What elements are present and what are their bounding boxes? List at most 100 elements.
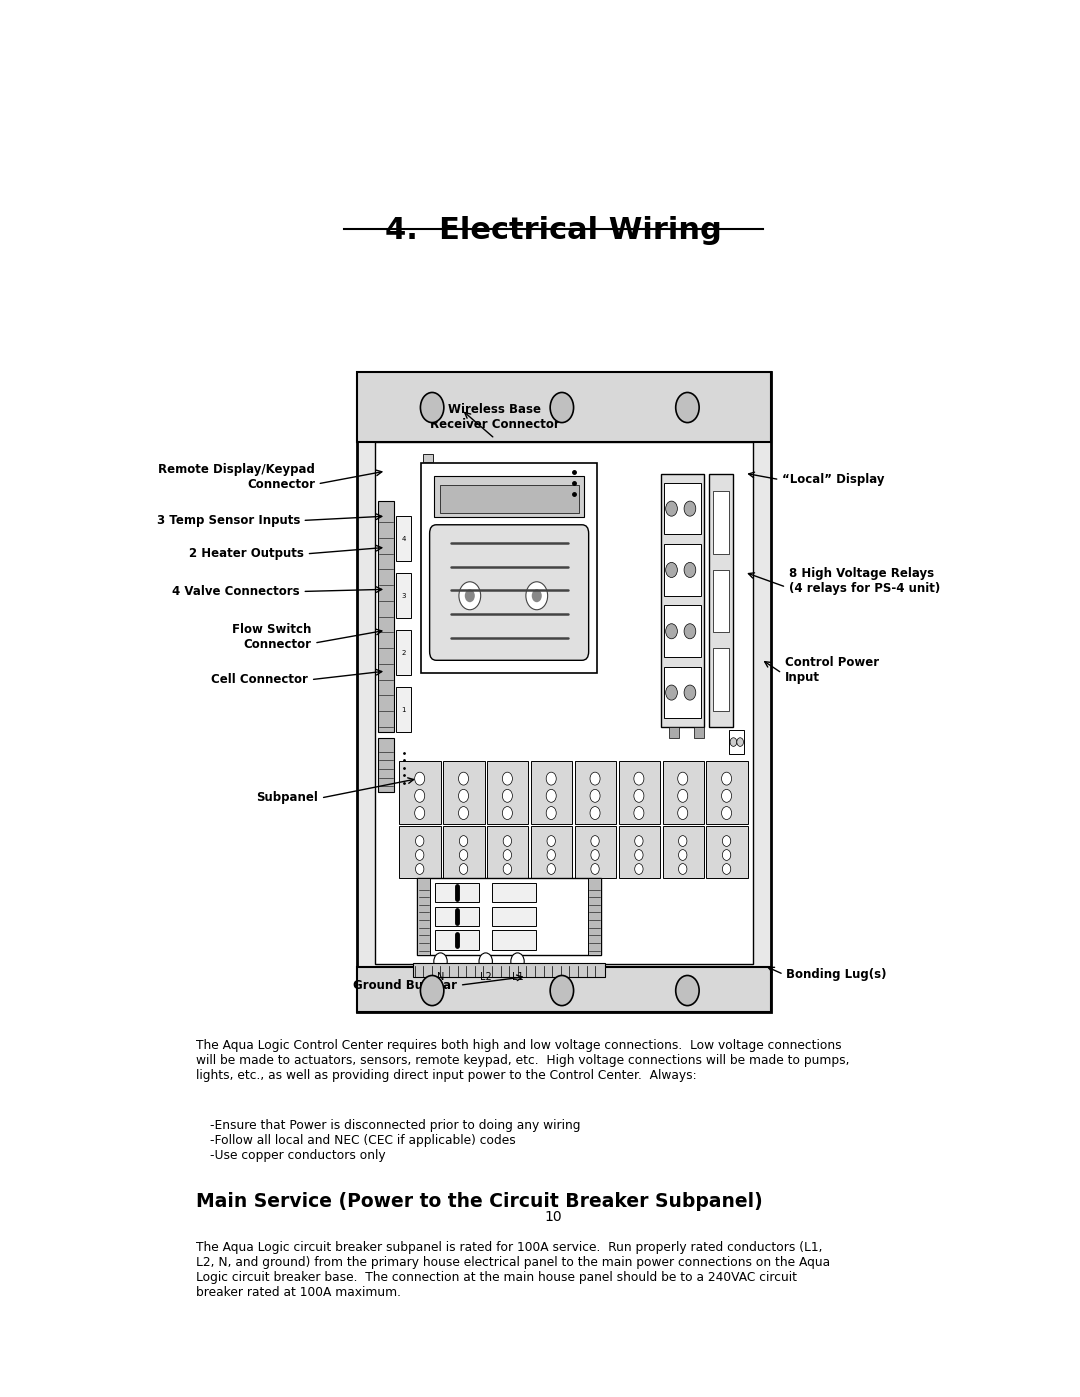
Bar — [713, 492, 729, 553]
Bar — [400, 826, 441, 877]
Circle shape — [459, 773, 469, 785]
Circle shape — [550, 975, 573, 1006]
Bar — [662, 826, 704, 877]
Circle shape — [415, 773, 424, 785]
Circle shape — [550, 393, 573, 422]
Bar — [575, 826, 617, 877]
Text: 10: 10 — [544, 1210, 563, 1224]
Bar — [396, 630, 411, 675]
Circle shape — [416, 863, 423, 875]
Circle shape — [684, 623, 696, 638]
Circle shape — [665, 502, 677, 515]
Text: 4 Valve Connectors: 4 Valve Connectors — [173, 585, 300, 598]
Circle shape — [459, 849, 468, 861]
Text: Remote Display/Keypad
Connector: Remote Display/Keypad Connector — [158, 464, 315, 492]
Circle shape — [721, 806, 731, 820]
Circle shape — [723, 835, 731, 847]
Circle shape — [591, 835, 599, 847]
Text: 1: 1 — [402, 707, 406, 712]
Circle shape — [502, 773, 512, 785]
Circle shape — [434, 953, 447, 970]
Bar — [417, 877, 431, 956]
Circle shape — [459, 581, 481, 609]
Circle shape — [526, 581, 548, 609]
Circle shape — [721, 773, 731, 785]
Circle shape — [546, 773, 556, 785]
Circle shape — [678, 789, 688, 802]
Circle shape — [684, 685, 696, 700]
Circle shape — [548, 849, 555, 861]
Bar — [710, 474, 732, 726]
Bar — [492, 930, 536, 950]
Circle shape — [737, 738, 743, 746]
Bar — [417, 877, 602, 956]
Text: Cell Connector: Cell Connector — [212, 673, 308, 686]
Bar — [421, 464, 597, 673]
Bar — [423, 454, 433, 462]
Circle shape — [665, 623, 677, 638]
Bar — [396, 573, 411, 619]
Circle shape — [665, 563, 677, 577]
Bar — [396, 687, 411, 732]
Circle shape — [546, 806, 556, 820]
Text: L1: L1 — [512, 972, 524, 982]
Text: The Aqua Logic Control Center requires both high and low voltage connections.  L: The Aqua Logic Control Center requires b… — [197, 1039, 850, 1081]
Circle shape — [415, 806, 424, 820]
Bar — [661, 474, 704, 726]
Circle shape — [502, 806, 512, 820]
Bar — [435, 883, 480, 902]
Bar — [669, 726, 679, 738]
Bar — [619, 761, 660, 824]
Circle shape — [531, 590, 542, 602]
Bar — [664, 483, 701, 535]
Circle shape — [591, 863, 599, 875]
Text: 3: 3 — [402, 592, 406, 599]
Circle shape — [420, 393, 444, 422]
Bar — [588, 877, 602, 956]
Circle shape — [678, 835, 687, 847]
Text: “Local” Display: “Local” Display — [782, 474, 885, 486]
Circle shape — [464, 590, 475, 602]
Bar — [356, 372, 771, 441]
Bar — [434, 476, 584, 517]
Circle shape — [459, 806, 469, 820]
Bar — [413, 963, 606, 977]
Circle shape — [665, 685, 677, 700]
Text: N: N — [436, 972, 444, 982]
Circle shape — [459, 863, 468, 875]
Circle shape — [678, 806, 688, 820]
Bar — [375, 441, 753, 964]
Bar — [487, 761, 528, 824]
Bar — [619, 826, 660, 877]
Bar — [492, 907, 536, 926]
Circle shape — [548, 863, 555, 875]
Circle shape — [684, 563, 696, 577]
Bar — [713, 648, 729, 711]
Circle shape — [721, 789, 731, 802]
Circle shape — [635, 849, 643, 861]
Circle shape — [634, 806, 644, 820]
Text: Main Service (Power to the Circuit Breaker Subpanel): Main Service (Power to the Circuit Break… — [197, 1192, 762, 1211]
Text: 3 Temp Sensor Inputs: 3 Temp Sensor Inputs — [157, 514, 300, 527]
Text: -Ensure that Power is disconnected prior to doing any wiring
-Follow all local a: -Ensure that Power is disconnected prior… — [211, 1119, 581, 1161]
Circle shape — [511, 953, 524, 970]
Text: Control Power
Input: Control Power Input — [784, 657, 879, 685]
Circle shape — [420, 975, 444, 1006]
Bar — [492, 883, 536, 902]
Text: Flow Switch
Connector: Flow Switch Connector — [232, 623, 312, 651]
Bar — [575, 761, 617, 824]
Bar — [378, 738, 394, 792]
Circle shape — [591, 849, 599, 861]
Text: Subpanel: Subpanel — [256, 792, 319, 805]
Bar — [400, 761, 441, 824]
Circle shape — [635, 863, 643, 875]
Bar — [443, 761, 485, 824]
Circle shape — [503, 835, 512, 847]
Circle shape — [676, 975, 699, 1006]
Circle shape — [546, 789, 556, 802]
Circle shape — [634, 789, 644, 802]
Text: 2: 2 — [402, 650, 406, 655]
Bar — [443, 826, 485, 877]
Bar — [531, 761, 572, 824]
Circle shape — [503, 863, 512, 875]
